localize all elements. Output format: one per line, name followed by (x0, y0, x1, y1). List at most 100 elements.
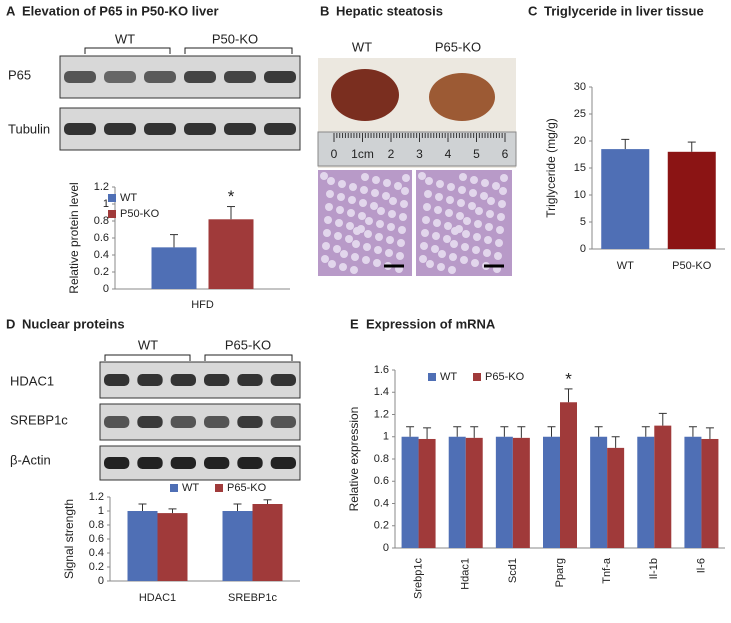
photo-label: WT (352, 39, 372, 54)
histology-cell (358, 212, 366, 220)
group-label: P65-KO (225, 337, 271, 352)
bar (601, 149, 650, 249)
histology-cell (361, 173, 369, 181)
histology-cell (345, 235, 353, 243)
x-tick-label: Pparg (554, 558, 566, 587)
histology-cell (338, 180, 346, 188)
y-tick-label: 0 (580, 243, 586, 255)
panel-letter: D (6, 316, 15, 331)
bar (684, 436, 702, 548)
panel-letter: A (6, 3, 16, 18)
histology-cell (459, 173, 467, 181)
histology-cell (438, 250, 446, 258)
histology-cell (383, 179, 391, 187)
y-tick-label: 0.4 (89, 547, 104, 559)
histology-cell (376, 220, 384, 228)
histology-cell (435, 193, 443, 201)
ruler-label: 1cm (351, 147, 374, 161)
histology-cell (421, 229, 429, 237)
y-tick-label: 1 (98, 505, 104, 517)
bracket (184, 47, 293, 54)
y-tick-label: 0 (383, 542, 389, 554)
histology-cell (437, 263, 445, 271)
y-tick-label: 25 (574, 108, 586, 120)
histology-cell (424, 190, 432, 198)
x-tick-label: SREBP1c (228, 592, 277, 604)
histology-cell (327, 177, 335, 185)
row-label: P65 (8, 67, 31, 82)
histology-cell (387, 223, 395, 231)
blot-band (224, 71, 256, 83)
histology-cell (323, 229, 331, 237)
y-tick-label: 0.4 (374, 497, 389, 509)
histology-cell (402, 174, 410, 182)
bar (418, 438, 436, 548)
blot-band (137, 374, 163, 386)
histology-cell (468, 202, 476, 210)
y-tick-label: 20 (574, 135, 586, 147)
x-tick-label: Il-6 (695, 558, 707, 573)
blot-band (144, 71, 176, 83)
histology-cell (328, 260, 336, 268)
histology-cell (474, 220, 482, 228)
bar (607, 447, 625, 548)
histology-cell (419, 255, 427, 263)
y-tick-label: 30 (574, 81, 586, 93)
panel-title: Elevation of P65 in P50-KO liver (22, 3, 219, 18)
histology-cell (497, 213, 505, 221)
y-tick-label: 1.2 (374, 408, 389, 420)
blot-band (270, 416, 296, 428)
y-tick-label: 1 (383, 431, 389, 443)
histology-cell (444, 222, 452, 230)
histology-cell (461, 243, 469, 251)
bracket (104, 354, 191, 361)
histology-cell (386, 236, 394, 244)
histology-cell (388, 210, 396, 218)
bar (495, 436, 513, 548)
bar (512, 437, 530, 548)
y-tick-label: 1.2 (89, 491, 104, 503)
histology-cell (334, 232, 342, 240)
histology-cell (484, 236, 492, 244)
bar (543, 436, 560, 548)
histology-cell (458, 186, 466, 194)
blot-band (184, 71, 216, 83)
group-label: WT (115, 31, 135, 46)
blot-band (264, 123, 296, 135)
row-label: SREBP1c (10, 412, 68, 427)
row-label: Tubulin (8, 121, 50, 136)
y-tick-label: 0.6 (94, 232, 109, 244)
x-tick-label: WT (617, 260, 634, 272)
blot-band (170, 374, 196, 386)
bar (667, 151, 716, 249)
y-tick-label: 10 (574, 189, 586, 201)
blot-band (144, 123, 176, 135)
x-tick-label: Tnf-a (601, 557, 613, 584)
histology-cell (377, 207, 385, 215)
histology-cell (363, 243, 371, 251)
histology-cell (389, 197, 397, 205)
blot-band (104, 374, 130, 386)
histology-cell (337, 193, 345, 201)
histology-cell (436, 180, 444, 188)
histology-cell (431, 245, 439, 253)
histology-cell (447, 183, 455, 191)
legend-label: WT (182, 482, 199, 494)
y-tick-label: 0 (98, 575, 104, 587)
bracket (84, 47, 171, 54)
histology-cell (450, 240, 458, 248)
blot-band (184, 123, 216, 135)
bar (590, 436, 608, 548)
histology-cell (456, 212, 464, 220)
bar (448, 436, 466, 548)
histology-cell (385, 249, 393, 257)
histology-cell (485, 223, 493, 231)
histology-cell (401, 187, 409, 195)
y-tick-label: 0.8 (374, 453, 389, 465)
bar (252, 504, 283, 581)
histology-cell (433, 219, 441, 227)
y-tick-label: 0 (103, 283, 109, 295)
y-tick-label: 0.2 (89, 561, 104, 573)
histology-cell (349, 183, 357, 191)
